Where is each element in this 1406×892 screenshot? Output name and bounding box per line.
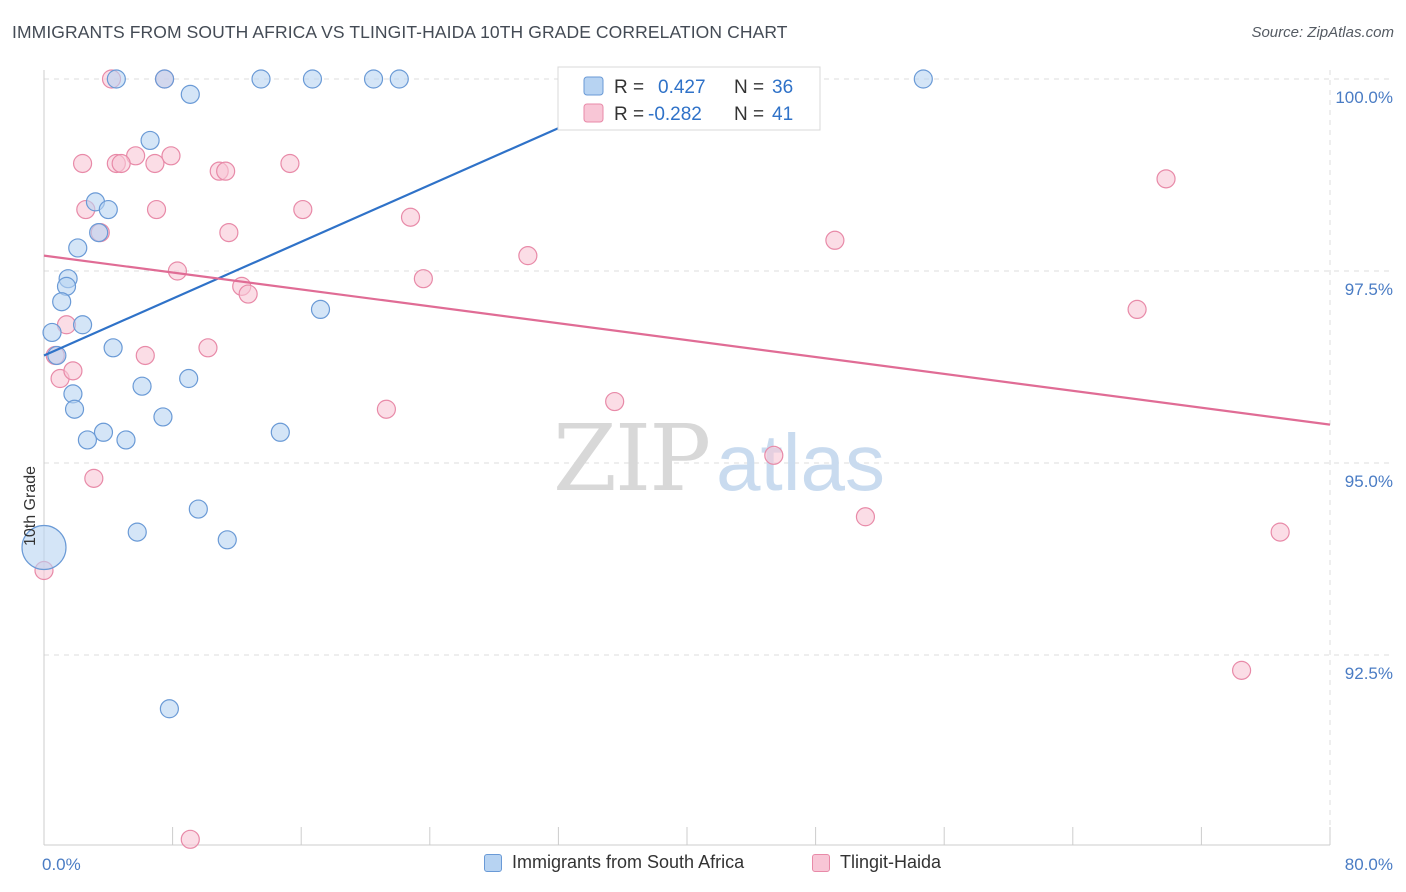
point-immigrants-south-africa: [310, 299, 331, 319]
point-immigrants-south-africa: [159, 699, 179, 719]
stats-n-label-blue: N =: [734, 77, 764, 98]
chart-title: IMMIGRANTS FROM SOUTH AFRICA VS TLINGIT-…: [12, 22, 788, 42]
point-tlingit-haida: [63, 361, 83, 381]
point-tlingit-haida: [825, 230, 845, 250]
point-tlingit-haida: [180, 829, 200, 849]
stats-r-value-pink: -0.282: [648, 104, 702, 125]
trend-line-tlingit-haida: [43, 254, 1331, 426]
point-tlingit-haida: [280, 153, 300, 174]
stats-legend-swatch-pink: [583, 103, 604, 123]
stats-r-value-blue: 0.427: [658, 77, 706, 98]
legend-label-tlingit-haida: Tlingit-Haida: [840, 852, 942, 872]
point-tlingit-haida: [198, 338, 218, 358]
point-tlingit-haida: [413, 269, 433, 289]
point-tlingit-haida: [293, 199, 313, 220]
point-immigrants-south-africa: [103, 338, 123, 358]
stats-n-value-pink: 41: [772, 104, 793, 125]
point-tlingit-haida: [1127, 299, 1147, 319]
point-immigrants-south-africa: [42, 322, 62, 343]
legend-item-immigrants-south-africa: Immigrants from South Africa: [484, 852, 744, 873]
point-tlingit-haida: [855, 507, 876, 527]
point-immigrants-south-africa: [68, 238, 88, 258]
watermark-zip: ZIP: [553, 405, 709, 512]
point-immigrants-south-africa: [77, 430, 98, 450]
x-tick-label-min: 0.0%: [42, 855, 81, 874]
stats-n-value-blue: 36: [772, 77, 793, 98]
x-axis: [43, 70, 1331, 846]
stats-legend: R = 0.427 N = 36 R = -0.282 N = 41: [557, 66, 821, 131]
y-axis-label: 10th Grade: [22, 466, 39, 546]
point-tlingit-haida: [167, 261, 188, 281]
series-legend: Immigrants from South Africa Tlingit-Hai…: [0, 852, 1406, 878]
point-tlingit-haida: [518, 246, 538, 266]
watermark-atlas: atlas: [716, 418, 885, 507]
point-immigrants-south-africa: [179, 368, 199, 389]
point-immigrants-south-africa: [153, 407, 173, 427]
point-tlingit-haida: [219, 223, 239, 243]
point-immigrants-south-africa: [98, 199, 118, 220]
series-immigrants-south-africa-points: [21, 69, 933, 719]
point-immigrants-south-africa: [217, 530, 237, 550]
point-immigrants-south-africa: [132, 376, 152, 396]
point-immigrants-south-africa: [93, 422, 114, 442]
y-axis-ticks: 92.5% 95.0% 97.5% 100.0%: [1335, 88, 1393, 683]
stats-legend-swatch-blue: [583, 76, 604, 96]
point-tlingit-haida: [216, 161, 236, 181]
point-immigrants-south-africa: [106, 69, 126, 89]
point-tlingit-haida: [1270, 522, 1290, 542]
point-tlingit-haida: [135, 345, 155, 366]
stats-n-label-pink: N =: [734, 104, 764, 125]
point-tlingit-haida: [1231, 660, 1252, 680]
point-tlingit-haida: [238, 284, 258, 304]
point-immigrants-south-africa: [127, 522, 147, 542]
point-immigrants-south-africa: [52, 292, 72, 312]
point-immigrants-south-africa: [180, 84, 200, 104]
point-immigrants-south-africa: [302, 69, 323, 89]
point-tlingit-haida: [605, 391, 625, 412]
point-tlingit-haida: [400, 207, 421, 227]
point-immigrants-south-africa: [116, 430, 136, 450]
watermark: ZIP atlas: [553, 405, 885, 512]
point-tlingit-haida: [111, 153, 131, 174]
y-tick-label: 92.5%: [1345, 664, 1393, 683]
point-tlingit-haida: [161, 146, 181, 166]
point-tlingit-haida: [1156, 169, 1176, 189]
point-tlingit-haida: [145, 153, 165, 174]
x-tick-label-max: 80.0%: [1345, 855, 1393, 874]
point-immigrants-south-africa: [913, 69, 933, 89]
stats-r-label-blue: R =: [614, 77, 644, 98]
point-immigrants-south-africa: [389, 69, 409, 89]
point-immigrants-south-africa: [154, 69, 175, 89]
point-immigrants-south-africa: [270, 422, 290, 442]
point-tlingit-haida: [764, 445, 784, 465]
point-tlingit-haida: [72, 153, 93, 174]
point-tlingit-haida: [376, 399, 396, 419]
point-tlingit-haida: [84, 468, 104, 488]
legend-swatch-blue: [484, 853, 502, 872]
point-immigrants-south-africa: [140, 130, 160, 151]
point-immigrants-south-africa: [188, 499, 208, 519]
y-tick-label: 95.0%: [1345, 472, 1393, 491]
legend-label-immigrants-south-africa: Immigrants from South Africa: [512, 852, 745, 872]
chart-source: Source: ZipAtlas.com: [1251, 24, 1394, 41]
y-tick-label: 97.5%: [1345, 280, 1393, 299]
legend-item-tlingit-haida: Tlingit-Haida: [812, 852, 941, 873]
point-immigrants-south-africa: [64, 399, 85, 419]
point-immigrants-south-africa: [89, 223, 109, 243]
point-tlingit-haida: [146, 199, 167, 220]
legend-swatch-pink: [812, 853, 830, 872]
point-immigrants-south-africa: [363, 69, 384, 89]
point-immigrants-south-africa: [21, 524, 67, 571]
stats-r-label-pink: R =: [614, 104, 644, 125]
point-immigrants-south-africa: [251, 69, 271, 89]
point-immigrants-south-africa: [72, 315, 93, 335]
y-tick-label: 100.0%: [1335, 88, 1393, 107]
